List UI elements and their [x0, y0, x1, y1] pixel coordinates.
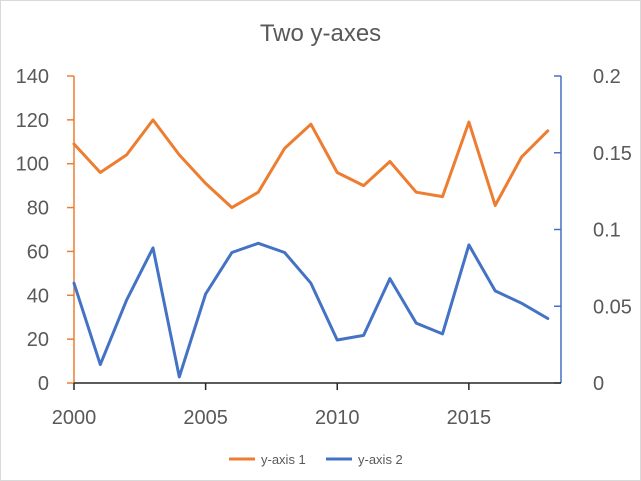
left-y-tick-label: 140 [16, 66, 49, 88]
left-y-tick-label: 40 [27, 285, 49, 307]
chart-title: Two y-axes [260, 20, 381, 47]
right-y-tick-label: 0.1 [593, 220, 621, 242]
series-layer [72, 118, 550, 379]
series-line-2 [72, 241, 550, 379]
right-y-tick-label: 0 [593, 373, 604, 395]
left-y-tick-label: 100 [16, 154, 49, 176]
series-line-1 [72, 118, 550, 210]
left-y-tick-label: 60 [27, 241, 49, 263]
left-y-tick-label: 80 [27, 198, 49, 220]
left-y-tick-label: 120 [16, 110, 49, 132]
x-tick-label: 2010 [315, 407, 360, 429]
legend-label-2: y-axis 2 [358, 452, 403, 467]
left-y-tick-label: 0 [38, 373, 49, 395]
legend: y-axis 1 y-axis 2 [229, 452, 403, 467]
left-y-tick-label: 20 [27, 329, 49, 351]
right-y-tick-label: 0.2 [593, 66, 621, 88]
axes-layer: 0 20 40 60 80 100 120 140 0 0.05 0.1 0.15 0.2 2000 200… [16, 66, 632, 429]
x-tick-label: 2005 [183, 407, 228, 429]
x-tick-label: 2000 [52, 407, 97, 429]
right-y-tick-label: 0.05 [593, 296, 632, 318]
legend-label-1: y-axis 1 [261, 452, 306, 467]
x-tick-label: 2015 [447, 407, 492, 429]
right-y-tick-label: 0.15 [593, 143, 632, 165]
